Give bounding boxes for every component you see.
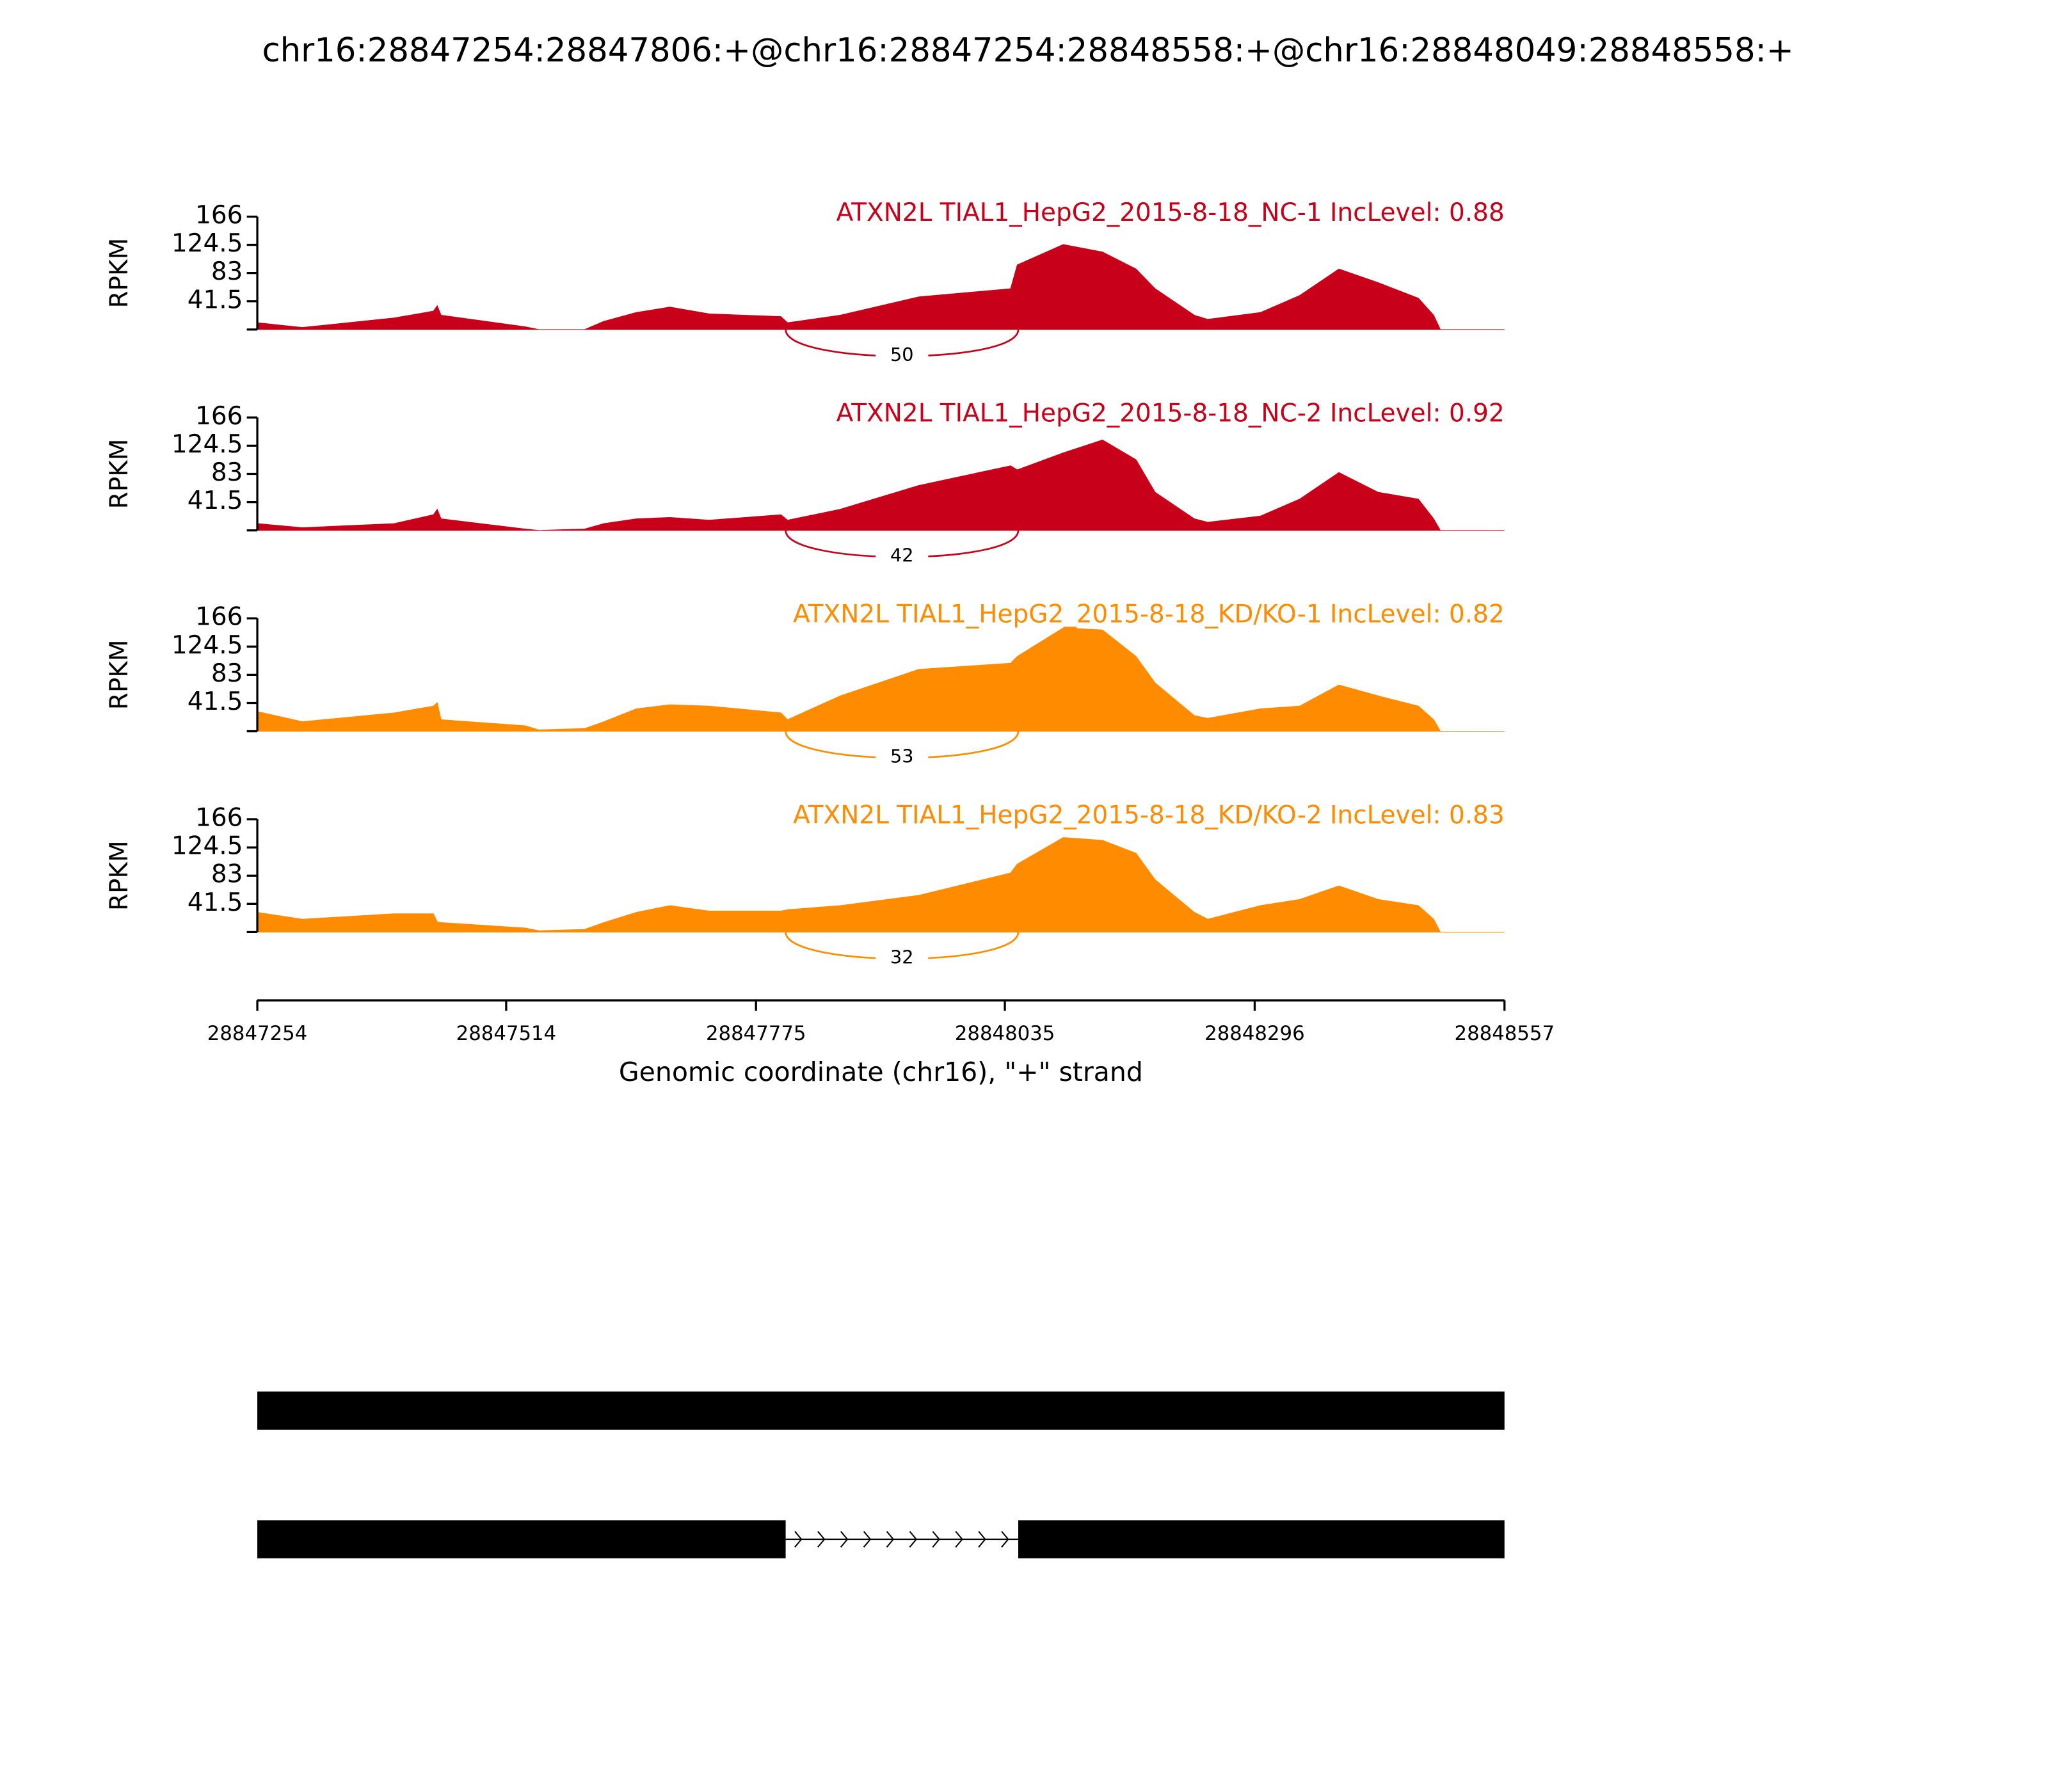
y-tick-label: 41.5: [188, 285, 243, 314]
intron-arrow: [932, 1531, 940, 1548]
coverage-area: [257, 244, 1505, 330]
x-tick-label: 28847775: [706, 1022, 806, 1045]
y-tick-label: 41.5: [188, 888, 243, 917]
y-tick-label: 166: [195, 201, 243, 230]
x-tick-label: 28848557: [1455, 1022, 1555, 1045]
exon: [257, 1520, 786, 1558]
y-tick-label: 166: [195, 603, 243, 632]
track-label: ATXN2L TIAL1_HepG2_2015-8-18_KD/KO-1 Inc…: [793, 600, 1505, 629]
junction-label-bg: [876, 746, 929, 767]
coverage-area: [257, 837, 1505, 932]
y-axis-label: RPKM: [105, 238, 134, 308]
x-tick-label: 28847254: [207, 1022, 308, 1045]
intron-arrow: [955, 1531, 963, 1548]
coverage-area: [257, 627, 1505, 732]
y-tick-label: 166: [195, 804, 243, 833]
track-label: ATXN2L TIAL1_HepG2_2015-8-18_NC-2 IncLev…: [836, 399, 1505, 428]
x-axis-label: Genomic coordinate (chr16), "+" strand: [619, 1057, 1143, 1087]
y-tick-label: 41.5: [188, 486, 243, 515]
intron-arrow: [886, 1531, 895, 1548]
y-tick-label: 124.5: [172, 631, 243, 660]
junction-label-bg: [876, 344, 929, 365]
y-axis-label: RPKM: [105, 439, 134, 509]
intron-arrow: [978, 1531, 986, 1548]
y-tick-label: 124.5: [172, 832, 243, 861]
y-tick-label: 124.5: [172, 430, 243, 459]
track-label: ATXN2L TIAL1_HepG2_2015-8-18_KD/KO-2 Inc…: [793, 801, 1505, 829]
junction-count: 50: [890, 344, 914, 365]
y-tick-label: 83: [211, 659, 243, 688]
y-tick-label: 83: [211, 860, 243, 889]
intron-arrow: [840, 1531, 849, 1548]
y-tick-label: 41.5: [188, 687, 243, 716]
x-tick-label: 28847514: [456, 1022, 557, 1045]
y-tick-label: 83: [211, 257, 243, 286]
figure-title: chr16:28847254:28847806:+@chr16:28847254…: [262, 31, 1793, 70]
y-tick-label: 83: [211, 458, 243, 487]
intron-arrow: [817, 1531, 826, 1548]
track-label: ATXN2L TIAL1_HepG2_2015-8-18_NC-1 IncLev…: [836, 198, 1505, 227]
y-tick-label: 166: [195, 402, 243, 431]
intron-arrow: [863, 1531, 872, 1548]
junction-count: 32: [890, 946, 914, 968]
junction-count: 42: [890, 545, 914, 566]
intron-arrow: [1001, 1531, 1009, 1548]
y-axis-label: RPKM: [105, 840, 134, 911]
y-tick-label: 124.5: [172, 229, 243, 258]
exon: [257, 1391, 1505, 1430]
junction-label-bg: [876, 545, 929, 566]
y-axis-label: RPKM: [105, 639, 134, 710]
intron-arrow: [794, 1531, 803, 1548]
x-tick-label: 28848035: [955, 1022, 1055, 1045]
intron-arrow: [909, 1531, 918, 1548]
junction-count: 53: [890, 746, 914, 767]
x-tick-label: 28848296: [1204, 1022, 1305, 1045]
junction-label-bg: [876, 946, 929, 968]
coverage-area: [257, 439, 1505, 531]
exon: [1018, 1520, 1505, 1558]
